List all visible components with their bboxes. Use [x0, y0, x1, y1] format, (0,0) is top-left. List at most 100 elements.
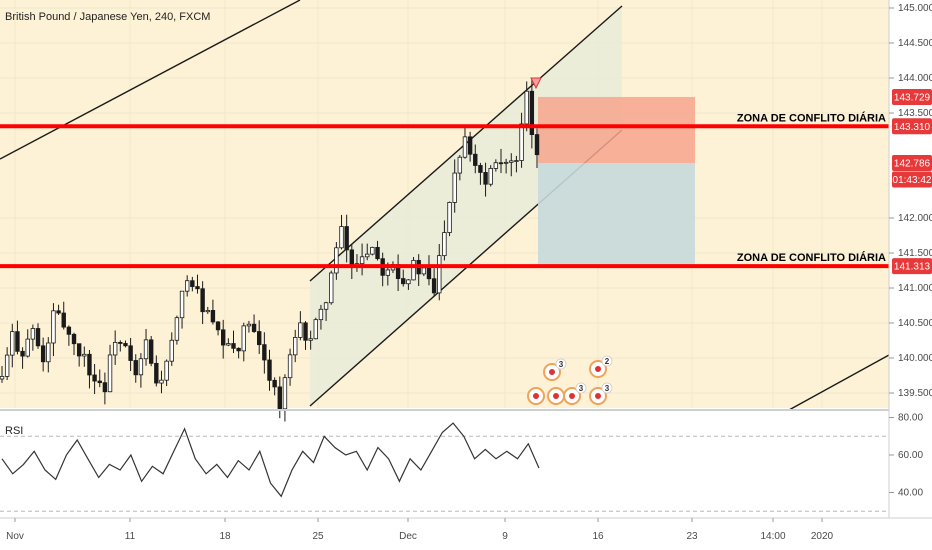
event-badge-count: 3: [579, 384, 584, 393]
x-tick-label: 2020: [811, 531, 834, 542]
price-tag-label: 141.313: [894, 262, 931, 273]
y-tick-label: 145.000: [898, 3, 932, 14]
candle-body: [66, 326, 72, 335]
chart-title: British Pound / Japanese Yen, 240, FXCM: [5, 11, 210, 23]
candle-body: [431, 278, 437, 294]
event-badge: [601, 355, 613, 367]
rsi-tick-label: 60.00: [898, 450, 923, 461]
price-tag: [892, 88, 932, 105]
candle-body: [370, 246, 375, 255]
candle-body: [359, 256, 365, 265]
candle-body: [25, 338, 30, 357]
candle-body: [169, 339, 174, 362]
x-tick-label: 9: [502, 531, 508, 542]
stop-loss-box: [538, 96, 695, 163]
candle-body: [349, 249, 355, 266]
candle-body: [251, 323, 257, 332]
candle-body: [318, 308, 324, 321]
candle-body: [195, 286, 200, 290]
candle-body: [457, 156, 463, 174]
x-tick-label: 18: [219, 531, 231, 542]
candle-body: [35, 328, 41, 347]
candle-body: [56, 310, 61, 314]
y-tick-label: 140.000: [898, 353, 932, 364]
zone-label: ZONA DE CONFLITO DIÁRIA: [737, 111, 886, 124]
y-tick-label: 140.500: [898, 318, 932, 329]
price-tag: [892, 171, 932, 188]
event-badge: [601, 382, 613, 394]
candle-body: [4, 354, 10, 377]
rsi-label: RSI: [5, 425, 23, 437]
candle-body: [174, 317, 180, 341]
candle-body: [215, 321, 221, 331]
event-flag-dot: [569, 393, 575, 399]
x-tick-label: 25: [312, 531, 324, 542]
x-tick-label: Dec: [399, 531, 417, 542]
rsi-layer: [0, 422, 889, 512]
candle-body: [277, 386, 282, 410]
event-badge-count: 3: [559, 360, 564, 369]
rsi-tick-label: 80.00: [898, 413, 923, 424]
candle-body: [293, 337, 298, 356]
y-tick-label: 142.000: [898, 213, 932, 224]
candle-body: [272, 379, 277, 388]
candle-body: [102, 382, 108, 393]
y-tick-label: 143.500: [898, 108, 932, 119]
time-axis[interactable]: Nov 11 18 25 Dec 9 16 23 14:00 2020: [6, 518, 834, 542]
candle-body: [154, 362, 159, 384]
candle-body: [344, 226, 349, 251]
price-tags: 143.729 143.310 142.786 01:43:42 141.313: [892, 88, 932, 275]
candle-body: [323, 302, 329, 310]
candle-body: [257, 331, 262, 346]
event-flag-dot: [595, 393, 601, 399]
event-flag-dot: [533, 393, 539, 399]
candle-body: [148, 339, 154, 364]
event-badge: [555, 358, 567, 370]
candle-body: [159, 379, 164, 384]
candle-body: [287, 354, 293, 379]
signal-layer[interactable]: 3 2 3 3: [527, 355, 613, 405]
candle-body: [205, 309, 210, 313]
candle-body: [20, 350, 25, 357]
candle-body: [133, 360, 138, 376]
candle-body: [30, 328, 36, 340]
candle-body: [200, 288, 205, 313]
candle-body: [241, 325, 246, 352]
candle-body: [236, 347, 241, 352]
candle-body: [313, 319, 318, 340]
candle-body: [334, 247, 339, 274]
y-tick-label: 144.000: [898, 73, 932, 84]
candle-body: [437, 255, 442, 294]
entry-marker: [530, 77, 542, 90]
x-tick-label: 23: [686, 531, 698, 542]
candle-body: [179, 290, 185, 319]
candle-body: [76, 343, 82, 357]
candle-body: [143, 339, 149, 360]
outer-trend-lower-line: [788, 354, 890, 411]
candle-body: [442, 232, 447, 257]
price-tag: [892, 258, 932, 275]
candle-body: [82, 353, 87, 357]
candle-body: [262, 344, 267, 361]
candle-body: [503, 161, 509, 164]
candle-body: [498, 162, 504, 165]
candle-body: [267, 359, 272, 381]
candle-body: [0, 375, 5, 380]
candle-body: [473, 153, 478, 166]
candle-body: [519, 123, 524, 161]
candle-body: [483, 172, 488, 185]
candle-body: [447, 202, 452, 233]
x-tick-label: 16: [592, 531, 604, 542]
candle-body: [118, 341, 123, 344]
candle-body: [61, 312, 66, 328]
x-tick-label: Nov: [6, 531, 24, 542]
rsi-line: [1, 422, 540, 498]
event-badge: [575, 382, 587, 394]
candle-body: [87, 353, 92, 376]
price-tag-label: 143.310: [894, 122, 931, 133]
candle-body: [339, 226, 344, 249]
price-axis[interactable]: 145.000 144.500 144.000 143.500 142.000 141.5…: [889, 3, 932, 499]
candle-body: [298, 322, 303, 338]
event-flag-dot: [595, 366, 601, 372]
